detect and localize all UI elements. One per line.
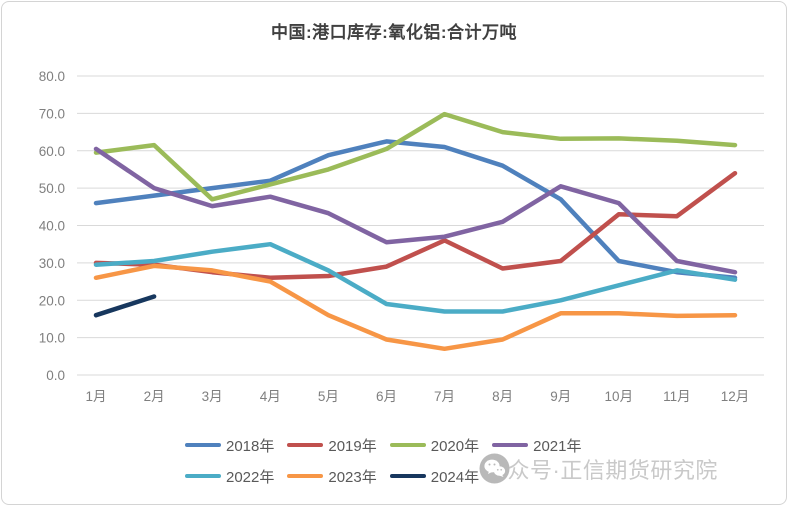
chart-title: 中国:港口库存:氧化铝:合计万吨 bbox=[271, 23, 517, 42]
x-tick-label: 8月 bbox=[492, 389, 513, 404]
legend-label: 2020年 bbox=[430, 437, 480, 455]
legend-swatch bbox=[185, 443, 221, 447]
x-tick-label: 10月 bbox=[605, 389, 634, 404]
wechat-icon bbox=[479, 453, 510, 484]
x-tick-label: 11月 bbox=[663, 389, 691, 404]
watermark: 公众号·正信期货研究院 bbox=[479, 453, 718, 485]
legend-swatch bbox=[287, 443, 324, 447]
legend-label: 2021年 bbox=[533, 437, 582, 455]
legend-item-2020年: 2020年 bbox=[389, 435, 480, 456]
y-tick-label: 70.0 bbox=[39, 106, 65, 121]
series-line-2020年 bbox=[93, 111, 738, 202]
legend-item-2023年: 2023年 bbox=[287, 466, 377, 487]
x-tick-label: 4月 bbox=[260, 389, 281, 404]
series-line-2021年 bbox=[93, 146, 738, 275]
legend-label: 2022年 bbox=[226, 468, 275, 486]
chart-plot-area: 0.0 10.0 20.0 30.0 40.0 50.0 60.0 70.0 80.0 1月 2月 3… bbox=[39, 69, 764, 404]
legend-item-2018年: 2018年 bbox=[185, 435, 274, 456]
series-line-2022年 bbox=[93, 241, 738, 314]
x-tick-label: 2月 bbox=[144, 389, 165, 404]
legend-item-2021年: 2021年 bbox=[492, 435, 582, 456]
legend-row-1: 2018年 2019年 2020年 2021年 bbox=[185, 434, 595, 456]
legend-swatch bbox=[185, 474, 221, 478]
x-tick-label: 3月 bbox=[202, 389, 223, 404]
legend-label: 2018年 bbox=[226, 437, 275, 455]
y-tick-label: 50.0 bbox=[39, 181, 65, 196]
watermark-text: 公众号·正信期货研究院 bbox=[485, 458, 718, 483]
x-tick-label: 9月 bbox=[550, 389, 571, 404]
series-line-2023年 bbox=[93, 263, 738, 352]
legend-row-2: 2022年 2023年 2024年 bbox=[185, 465, 492, 487]
legend-swatch bbox=[389, 443, 426, 447]
legend-label: 2019年 bbox=[328, 437, 377, 455]
x-tick-label: 7月 bbox=[434, 389, 455, 404]
x-tick-label: 5月 bbox=[318, 389, 339, 404]
x-tick-label: 12月 bbox=[721, 389, 750, 404]
legend-swatch bbox=[389, 474, 426, 478]
y-tick-label: 30.0 bbox=[39, 256, 65, 271]
y-tick-label: 20.0 bbox=[39, 293, 65, 308]
series-line-2018年 bbox=[93, 139, 738, 281]
x-tick-label: 1月 bbox=[85, 389, 106, 404]
y-tick-label: 10.0 bbox=[39, 331, 65, 346]
legend-item-2019年: 2019年 bbox=[287, 435, 377, 456]
legend-item-2024年: 2024年 bbox=[389, 466, 480, 487]
legend-label: 2023年 bbox=[328, 468, 377, 486]
y-tick-label: 0.0 bbox=[46, 368, 65, 383]
series-line-2024年 bbox=[93, 294, 157, 318]
y-tick-label: 40.0 bbox=[39, 219, 65, 234]
legend-swatch bbox=[287, 474, 324, 478]
legend-swatch bbox=[492, 443, 529, 447]
y-tick-label: 60.0 bbox=[39, 144, 65, 159]
x-tick-label: 6月 bbox=[376, 389, 397, 404]
legend-item-2022年: 2022年 bbox=[185, 466, 274, 487]
y-tick-label: 80.0 bbox=[39, 69, 65, 84]
legend-label: 2024年 bbox=[430, 468, 480, 486]
